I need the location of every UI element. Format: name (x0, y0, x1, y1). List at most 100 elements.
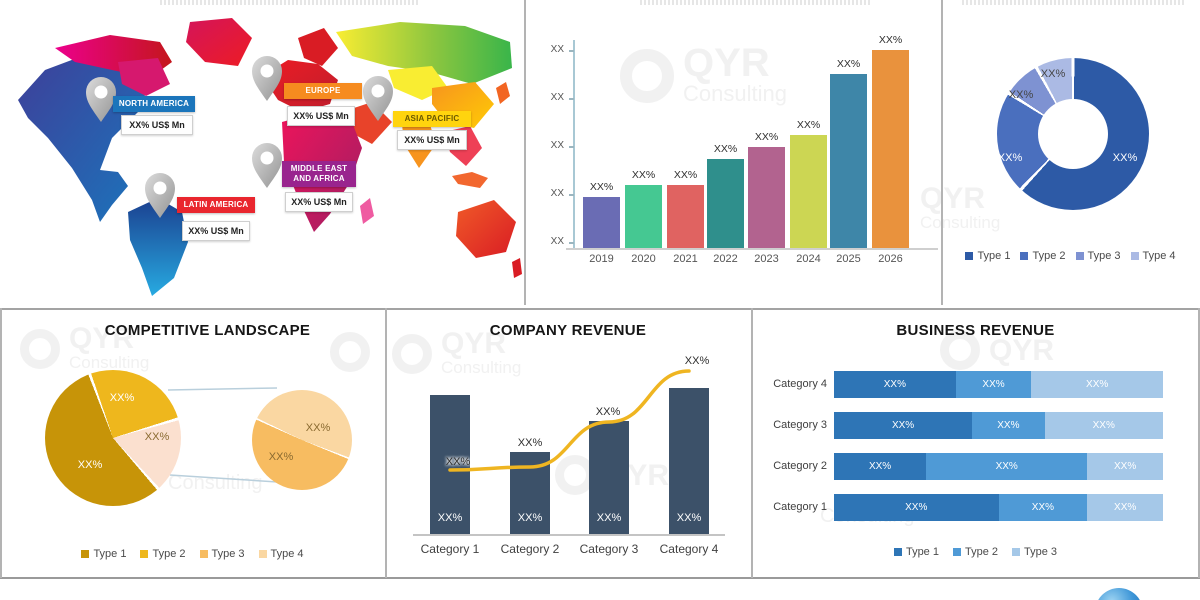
line-point-label: XX% (445, 456, 471, 468)
legend-label: Type 2 (964, 546, 999, 558)
bar-2019: XX% (583, 181, 620, 248)
x-axis (413, 534, 725, 536)
bar-category-4: XX% (669, 388, 709, 534)
secondary-pie (252, 390, 352, 490)
y-axis (573, 40, 575, 249)
panel-title: BUSINESS REVENUE (896, 322, 1055, 339)
bar-value-label: XX% (631, 169, 656, 181)
map-pins (86, 56, 393, 218)
bar-value-label: XX% (796, 119, 821, 131)
x-tick-category-3: Category 3 (579, 542, 639, 556)
y-tick-label: XX (550, 140, 564, 151)
y-tick-label: XX (550, 44, 564, 55)
bar-value-label: XX% (836, 58, 861, 70)
legend-label: Type 4 (270, 548, 304, 560)
stacked-bar-category-1: XX% XX% XX% (834, 494, 1163, 521)
segment-type-2: XX% (926, 453, 1088, 480)
legend-label: Type 1 (977, 250, 1011, 262)
world-map (18, 18, 522, 296)
divider (0, 308, 2, 578)
map-pin-north-america (86, 77, 116, 122)
legend-label: Type 3 (211, 548, 245, 560)
map-pin-asia-pacific (363, 76, 393, 121)
competitive-landscape-panel: COMPETITIVE LANDSCAPE XX% XX% XX% XX% XX… (0, 310, 385, 578)
region-value-north-america: XX% US$ Mn (121, 115, 193, 135)
donut-hole (1038, 99, 1108, 169)
bar-value-label: XX% (673, 169, 698, 181)
row-label-category-4: Category 4 (773, 378, 827, 390)
legend-label: Type 3 (1024, 546, 1058, 558)
donut-slice-label: XX% (1040, 68, 1066, 80)
x-tick-2026: 2026 (878, 253, 903, 265)
segment-type-2: XX% (998, 494, 1088, 521)
donut-slice-label: XX% (1008, 89, 1034, 101)
pie-slice-label: XX% (109, 392, 135, 404)
pie-slice-label: XX% (144, 431, 170, 443)
map-pin-europe (252, 56, 282, 101)
region-badge-asia-pacific: ASIA PACIFIC (393, 111, 471, 127)
x-tick-category-1: Category 1 (420, 542, 480, 556)
bar-value-label: XX% (713, 143, 738, 155)
y-tick-label: XX (550, 92, 564, 103)
bar-inside-label: XX% (676, 512, 702, 524)
business-legend: Type 1 Type 2 Type 3 (751, 546, 1200, 558)
bar-category-3: XX% (589, 421, 629, 534)
divider (941, 0, 943, 305)
competitive-legend: Type 1 Type 2 Type 3 Type 4 (0, 548, 385, 560)
bar-category-2: XX% (510, 452, 550, 534)
row-label-category-1: Category 1 (773, 501, 827, 513)
segment-type-3: XX% (1087, 453, 1163, 480)
y-tick-label: XX (550, 188, 564, 199)
row-label-category-3: Category 3 (773, 419, 827, 431)
bar-value-label: XX% (589, 181, 614, 193)
legend-label: Type 2 (152, 548, 186, 560)
map-panel: NORTH AMERICA XX% US$ Mn EUROPE XX% US$ … (0, 0, 524, 305)
legend-label: Type 3 (1087, 250, 1121, 262)
segment-type-1: XX% (834, 453, 927, 480)
bar-2024: XX% (790, 119, 827, 248)
pie-slice-label: XX% (268, 451, 294, 463)
legend-label: Type 4 (1142, 250, 1176, 262)
panel-title: COMPANY REVENUE (489, 322, 647, 339)
donut-chart-panel: XX% XX% XX% XX% Type 1 Type 2 Type 3 Typ… (941, 0, 1200, 305)
bar-2021: XX% (667, 169, 704, 248)
segment-type-1: XX% (834, 494, 999, 521)
x-tick-2025: 2025 (836, 253, 861, 265)
donut-legend: Type 1 Type 2 Type 3 Type 4 (941, 250, 1200, 262)
x-tick-2022: 2022 (713, 253, 738, 265)
segment-type-2: XX% (955, 371, 1032, 398)
pie-slice-label: XX% (305, 422, 331, 434)
region-badge-middle-east-africa: MIDDLE EAST AND AFRICA (282, 161, 356, 187)
x-tick-2024: 2024 (796, 253, 821, 265)
segment-type-1: XX% (834, 412, 973, 439)
bar-inside-label: XX% (437, 512, 463, 524)
line-point-label: XX% (517, 437, 543, 449)
bar-2020: XX% (625, 169, 662, 248)
legend-label: Type 1 (93, 548, 127, 560)
row-label-category-2: Category 2 (773, 460, 827, 472)
bar-inside-label: XX% (517, 512, 543, 524)
bar-2025: XX% (830, 58, 867, 248)
legend-label: Type 1 (905, 546, 939, 558)
x-tick-2020: 2020 (631, 253, 656, 265)
divider (385, 308, 387, 578)
stacked-bar-category-3: XX% XX% XX% (834, 412, 1163, 439)
cropped-title-map (160, 0, 420, 5)
x-tick-2021: 2021 (673, 253, 698, 265)
y-tick-label: XX (550, 236, 564, 247)
bar-2026: XX% (872, 34, 909, 248)
legend-label: Type 2 (1032, 250, 1066, 262)
segment-type-2: XX% (972, 412, 1045, 439)
region-badge-latin-america: LATIN AMERICA (177, 197, 255, 213)
region-value-asia-pacific: XX% US$ Mn (397, 130, 467, 150)
divider (751, 308, 753, 578)
x-tick-2019: 2019 (589, 253, 614, 265)
divider (0, 308, 1200, 310)
bar-value-label: XX% (878, 34, 903, 46)
pie-slice-label: XX% (77, 459, 103, 471)
cropped-title-growth (640, 0, 870, 5)
bar-2022: XX% (707, 143, 744, 248)
x-axis (566, 248, 938, 250)
x-tick-2023: 2023 (754, 253, 779, 265)
